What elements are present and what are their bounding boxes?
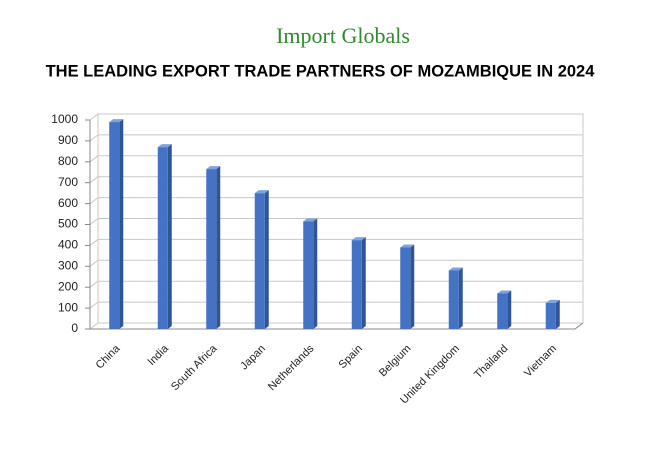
bar-side	[216, 166, 221, 329]
grid-line-side	[89, 301, 99, 309]
brand-logo: Import Globals	[276, 23, 410, 48]
y-tick-label: 700	[58, 175, 78, 189]
bar-top	[351, 237, 366, 241]
floor	[90, 322, 584, 330]
grid-line-side	[89, 280, 99, 288]
bar	[497, 293, 508, 329]
y-tick-label: 500	[58, 217, 78, 231]
grid-line-side	[89, 218, 99, 225]
bar-top	[206, 166, 221, 170]
bar-top	[303, 218, 318, 222]
y-tick-label: 400	[58, 238, 78, 252]
bar	[448, 270, 459, 329]
bar	[303, 221, 314, 329]
bar	[109, 122, 120, 329]
bar-top	[545, 299, 560, 303]
y-tick-label: 300	[58, 258, 78, 272]
bar-side	[264, 190, 269, 329]
bar-top	[157, 144, 172, 148]
bar-top	[254, 190, 269, 194]
bar-top	[497, 290, 512, 294]
y-tick-label: 800	[58, 154, 78, 168]
bar-top	[400, 244, 415, 248]
bar-side	[167, 144, 172, 329]
y-tick-label: 100	[58, 300, 78, 314]
grid-line-side	[89, 197, 99, 205]
bar	[254, 193, 265, 329]
grid-line-side	[89, 113, 99, 121]
bar-side	[507, 290, 512, 329]
bar	[400, 247, 411, 329]
y-tick-label: 200	[58, 279, 78, 293]
bar-side	[410, 244, 415, 329]
grid-line-side	[89, 238, 99, 246]
chart-title: THE LEADING EXPORT TRADE PARTNERS OF MOZ…	[46, 62, 596, 80]
bar	[206, 169, 217, 329]
bar-side	[361, 237, 366, 329]
bar-side	[119, 119, 124, 329]
grid-line-side	[89, 176, 99, 184]
bar-top	[448, 267, 463, 271]
bar-side	[458, 267, 463, 329]
bar	[351, 240, 362, 329]
grid-line-side	[89, 322, 99, 330]
grid-line-side	[89, 259, 99, 267]
bar	[157, 147, 168, 329]
y-tick-label: 900	[58, 133, 78, 147]
grid-line-side	[89, 155, 99, 163]
bar-top	[109, 119, 124, 123]
y-tick-label: 0	[71, 321, 78, 335]
bar	[545, 302, 556, 329]
y-tick-label: 1000	[51, 112, 78, 126]
y-tick-label: 600	[58, 196, 78, 210]
bar-side	[555, 299, 560, 329]
grid-line-side	[89, 134, 99, 142]
bar-side	[313, 218, 318, 329]
